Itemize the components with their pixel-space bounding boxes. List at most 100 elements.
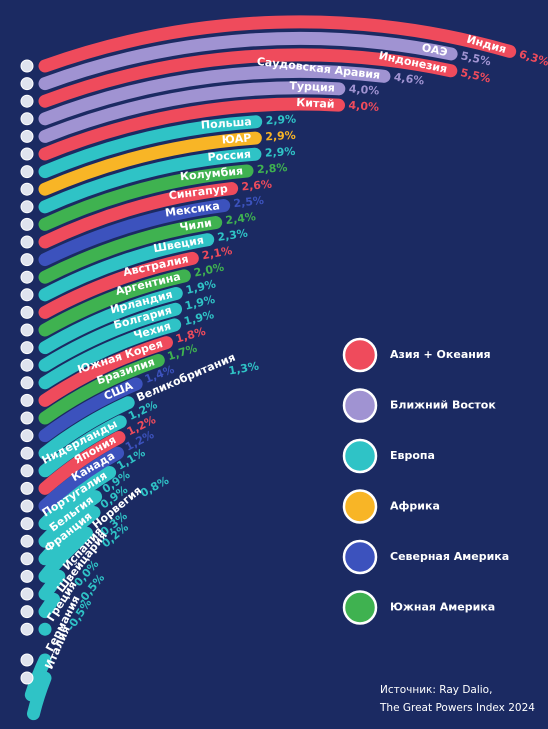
value-label: 2,0% (193, 261, 226, 280)
value-label: 5,5% (460, 49, 493, 68)
value-label: 4,0% (348, 82, 379, 97)
flag (20, 270, 34, 284)
bar (38, 251, 199, 319)
bar (38, 336, 173, 407)
bar (38, 199, 231, 267)
flag (20, 499, 34, 513)
flag (20, 77, 34, 91)
bar (38, 269, 191, 337)
flag (20, 446, 34, 460)
bar-label: ЮАР (221, 131, 251, 146)
bar-label: Турция (289, 79, 335, 94)
flag (20, 129, 34, 143)
bar (38, 592, 61, 619)
flag (20, 671, 34, 685)
flag (20, 323, 34, 337)
bar (26, 671, 52, 721)
flag (20, 605, 34, 619)
value-label: 4,0% (348, 99, 379, 114)
bar (38, 15, 517, 73)
flag (20, 376, 34, 390)
bar (38, 216, 223, 284)
flag (20, 552, 34, 566)
bar-label: Россия (207, 148, 251, 164)
legend-swatch (342, 590, 378, 625)
bar (38, 131, 262, 196)
flag (20, 411, 34, 425)
bar (38, 64, 391, 126)
value-label: 2,5% (233, 194, 265, 210)
flag (20, 147, 34, 161)
value-label: 2,9% (265, 129, 296, 144)
flag (20, 288, 34, 302)
bar (38, 526, 94, 583)
flag (20, 569, 34, 583)
flag (20, 517, 34, 531)
flag (20, 112, 34, 126)
value-label: 5,5% (459, 66, 492, 85)
value-label: 0,8% (138, 474, 171, 500)
bar (38, 446, 125, 513)
bar (38, 302, 183, 372)
bar (38, 466, 117, 531)
flag (20, 464, 34, 478)
value-label: 4,6% (393, 71, 425, 88)
value-label: 2,1% (201, 244, 233, 262)
flag (20, 429, 34, 443)
flag (20, 341, 34, 355)
bar (38, 233, 215, 302)
bar (38, 97, 346, 161)
legend-label: Азия + Океания (390, 348, 491, 361)
bar-label: Чили (179, 216, 213, 234)
value-label: 2,6% (241, 178, 273, 194)
source-line: Источник: Ray Dalio, (380, 684, 492, 696)
flag (20, 182, 34, 196)
flag (20, 534, 34, 548)
legend-label: Южная Америка (390, 601, 495, 614)
value-label: 2,9% (265, 113, 296, 128)
flag (20, 59, 34, 73)
bar (38, 147, 262, 214)
bar (38, 506, 101, 566)
bar (38, 48, 458, 108)
flag (20, 94, 34, 108)
value-label: 2,8% (257, 161, 288, 176)
bar (38, 415, 127, 478)
flag (20, 653, 34, 667)
bar-label: Колумбия (179, 164, 243, 183)
bar (38, 81, 346, 143)
legend-swatch (342, 539, 378, 575)
value-label: 2,3% (217, 227, 249, 244)
legend-label: Африка (390, 500, 440, 513)
bar (38, 286, 183, 355)
flag (20, 235, 34, 249)
bar (38, 569, 66, 601)
bar (38, 115, 263, 179)
bar (24, 653, 52, 702)
flag (20, 253, 34, 267)
bar-label: Польша (200, 115, 252, 132)
bar (38, 164, 254, 231)
flag (20, 165, 34, 179)
flag (20, 587, 34, 601)
value-label: 1,3% (228, 360, 260, 378)
value-label: 2,4% (225, 210, 257, 227)
flag (20, 481, 34, 495)
legend-swatch (342, 337, 378, 373)
bar (38, 182, 239, 249)
bar (38, 318, 182, 390)
legend-swatch (342, 388, 378, 423)
bar (38, 377, 143, 443)
flag (20, 393, 34, 407)
flag (20, 358, 34, 372)
flag (20, 305, 34, 319)
legend-swatch (342, 489, 378, 524)
bar (38, 490, 103, 548)
bar-label: ОАЭ (421, 41, 449, 59)
legend-label: Ближний Восток (390, 399, 496, 412)
bar (38, 431, 126, 495)
value-label: 2,9% (265, 145, 296, 160)
value-label: 6,3% (518, 48, 548, 69)
legend-swatch (342, 438, 378, 474)
